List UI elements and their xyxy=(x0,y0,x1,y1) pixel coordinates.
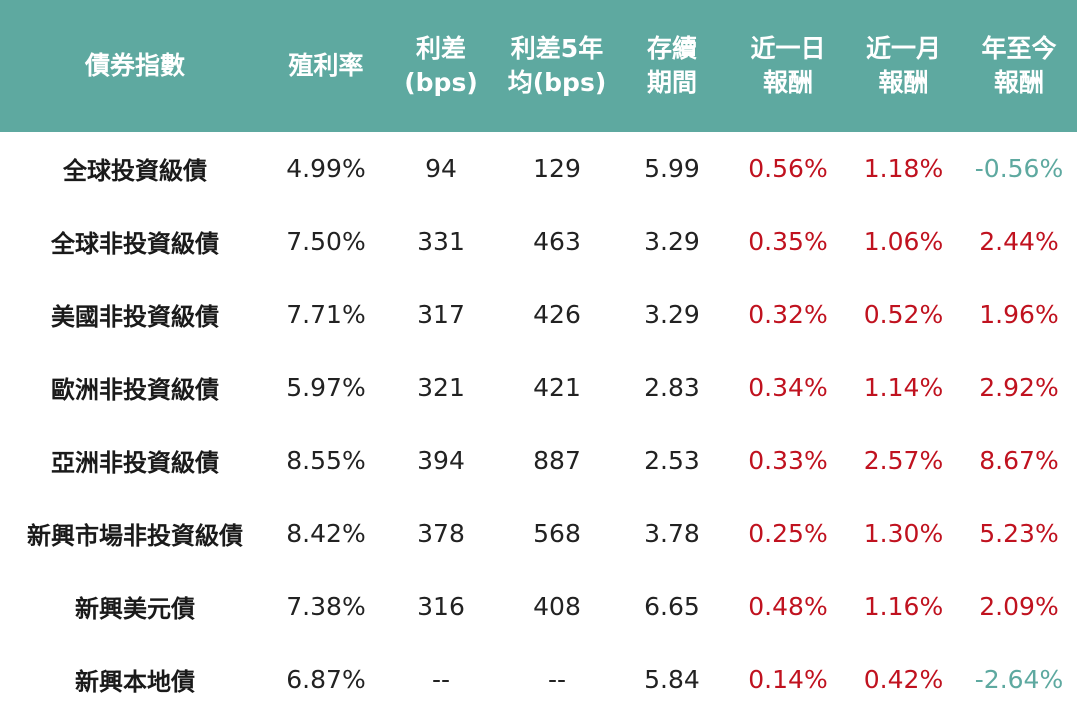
yield-cell: 7.38% xyxy=(286,592,366,621)
spread-cell: 94 xyxy=(425,154,457,183)
header-label-line: 殖利率 xyxy=(288,51,364,80)
return-ytd-cell: 2.92% xyxy=(979,373,1059,402)
spread-cell: 331 xyxy=(417,227,465,256)
yield-cell: 6.87% xyxy=(286,665,366,694)
return-1m-cell: 1.14% xyxy=(863,373,944,402)
duration-cell: 5.84 xyxy=(644,665,700,694)
table-row: 亞洲非投資級債 8.55% 394 887 2.53 0.33% 2.57% 8.67% xyxy=(0,424,1077,497)
header-spread: 利差 (bps) xyxy=(382,0,500,132)
header-yield: 殖利率 xyxy=(270,0,382,132)
header-return-ytd: 年至今 報酬 xyxy=(961,0,1077,132)
table-header: 債券指數 殖利率 利差 (bps) 利差5年 均(bps) 存續 期間 近一日 報酬 近一月 報酬 年至… xyxy=(0,0,1077,132)
return-1m-cell: 0.52% xyxy=(863,300,944,329)
table-row: 全球投資級債 4.99% 94 129 5.99 0.56% 1.18% -0.56% xyxy=(0,132,1077,205)
duration-cell: 3.78 xyxy=(644,519,700,548)
return-1d-cell: 0.32% xyxy=(748,300,828,329)
return-ytd-cell: 2.09% xyxy=(979,592,1059,621)
spread-5y-avg-cell: 463 xyxy=(533,227,581,256)
table-row: 美國非投資級債 7.71% 317 426 3.29 0.32% 0.52% 1.96% xyxy=(0,278,1077,351)
bond-name-cell: 新興本地債 xyxy=(75,668,195,696)
spread-cell: 394 xyxy=(417,446,465,475)
spread-cell: 317 xyxy=(417,300,465,329)
yield-cell: 4.99% xyxy=(286,154,366,183)
spread-5y-avg-cell: 426 xyxy=(533,300,581,329)
spread-5y-avg-cell: 887 xyxy=(533,446,581,475)
header-label-line: 近一日 xyxy=(750,34,826,63)
header-duration: 存續 期間 xyxy=(614,0,730,132)
return-1m-cell: 1.18% xyxy=(863,154,944,183)
header-label-line: 報酬 xyxy=(993,68,1044,97)
spread-5y-avg-cell: 129 xyxy=(533,154,581,183)
bond-name-cell: 新興美元債 xyxy=(75,595,195,623)
bond-name-cell: 新興市場非投資級債 xyxy=(27,522,243,550)
duration-cell: 3.29 xyxy=(644,227,700,256)
return-ytd-cell: 8.67% xyxy=(979,446,1059,475)
header-bond-index: 債券指數 xyxy=(0,0,270,132)
header-label-line: 報酬 xyxy=(878,68,929,97)
spread-5y-avg-cell: 568 xyxy=(533,519,581,548)
yield-cell: 7.50% xyxy=(286,227,366,256)
header-label-line: (bps) xyxy=(404,68,478,97)
return-1m-cell: 1.06% xyxy=(863,227,944,256)
header-row: 債券指數 殖利率 利差 (bps) 利差5年 均(bps) 存續 期間 近一日 報酬 近一月 報酬 年至… xyxy=(0,0,1077,132)
yield-cell: 5.97% xyxy=(286,373,366,402)
table-row: 歐洲非投資級債 5.97% 321 421 2.83 0.34% 1.14% 2.92% xyxy=(0,351,1077,424)
return-1m-cell: 1.16% xyxy=(863,592,944,621)
bond-name-cell: 亞洲非投資級債 xyxy=(51,449,219,477)
table-row: 新興市場非投資級債 8.42% 378 568 3.78 0.25% 1.30% 5.23% xyxy=(0,497,1077,570)
return-1m-cell: 2.57% xyxy=(863,446,944,475)
yield-cell: 7.71% xyxy=(286,300,366,329)
header-label-line: 存續 xyxy=(646,34,697,63)
duration-cell: 6.65 xyxy=(644,592,700,621)
return-1d-cell: 0.56% xyxy=(748,154,828,183)
bond-name-cell: 美國非投資級債 xyxy=(51,303,219,331)
return-1d-cell: 0.33% xyxy=(748,446,828,475)
duration-cell: 2.83 xyxy=(644,373,700,402)
return-ytd-cell: 1.96% xyxy=(979,300,1059,329)
return-1m-cell: 0.42% xyxy=(863,665,944,694)
table-row: 新興本地債 6.87% -- -- 5.84 0.14% 0.42% -2.64% xyxy=(0,643,1077,716)
return-ytd-cell: 5.23% xyxy=(979,519,1059,548)
header-label-line: 利差 xyxy=(415,34,466,63)
spread-5y-avg-cell: 408 xyxy=(533,592,581,621)
spread-cell: -- xyxy=(431,665,451,694)
return-1d-cell: 0.34% xyxy=(748,373,828,402)
return-ytd-cell: 2.44% xyxy=(979,227,1059,256)
return-1d-cell: 0.14% xyxy=(748,665,828,694)
table-row: 新興美元債 7.38% 316 408 6.65 0.48% 1.16% 2.09% xyxy=(0,570,1077,643)
bond-name-cell: 全球投資級債 xyxy=(63,157,207,185)
header-return-1d: 近一日 報酬 xyxy=(730,0,846,132)
return-1m-cell: 1.30% xyxy=(863,519,944,548)
header-label-line: 債券指數 xyxy=(84,51,185,80)
duration-cell: 2.53 xyxy=(644,446,700,475)
header-spread-5y-avg: 利差5年均(bps) xyxy=(500,0,614,132)
table-body: 全球投資級債 4.99% 94 129 5.99 0.56% 1.18% -0.56% 全球非投… xyxy=(0,132,1077,716)
duration-cell: 3.29 xyxy=(644,300,700,329)
table-row: 全球非投資級債 7.50% 331 463 3.29 0.35% 1.06% 2.44% xyxy=(0,205,1077,278)
spread-5y-avg-cell: -- xyxy=(547,665,567,694)
spread-5y-avg-cell: 421 xyxy=(533,373,581,402)
header-return-1m: 近一月 報酬 xyxy=(846,0,961,132)
header-label-line: 近一月 xyxy=(865,34,941,63)
yield-cell: 8.55% xyxy=(286,446,366,475)
header-label-line: 年至今 xyxy=(981,34,1057,63)
bond-name-cell: 歐洲非投資級債 xyxy=(51,376,219,404)
return-1d-cell: 0.25% xyxy=(748,519,828,548)
bond-name-cell: 全球非投資級債 xyxy=(51,230,219,258)
yield-cell: 8.42% xyxy=(286,519,366,548)
duration-cell: 5.99 xyxy=(644,154,700,183)
header-label-line: 利差5年 xyxy=(510,34,604,63)
spread-cell: 316 xyxy=(417,592,465,621)
return-1d-cell: 0.48% xyxy=(748,592,828,621)
return-ytd-cell: -2.64% xyxy=(974,665,1064,694)
return-1d-cell: 0.35% xyxy=(748,227,828,256)
return-ytd-cell: -0.56% xyxy=(974,154,1064,183)
spread-cell: 321 xyxy=(417,373,465,402)
header-label-line: 均(bps) xyxy=(507,68,607,97)
header-label-line: 報酬 xyxy=(762,68,813,97)
spread-cell: 378 xyxy=(417,519,465,548)
header-label-line: 期間 xyxy=(646,68,697,97)
